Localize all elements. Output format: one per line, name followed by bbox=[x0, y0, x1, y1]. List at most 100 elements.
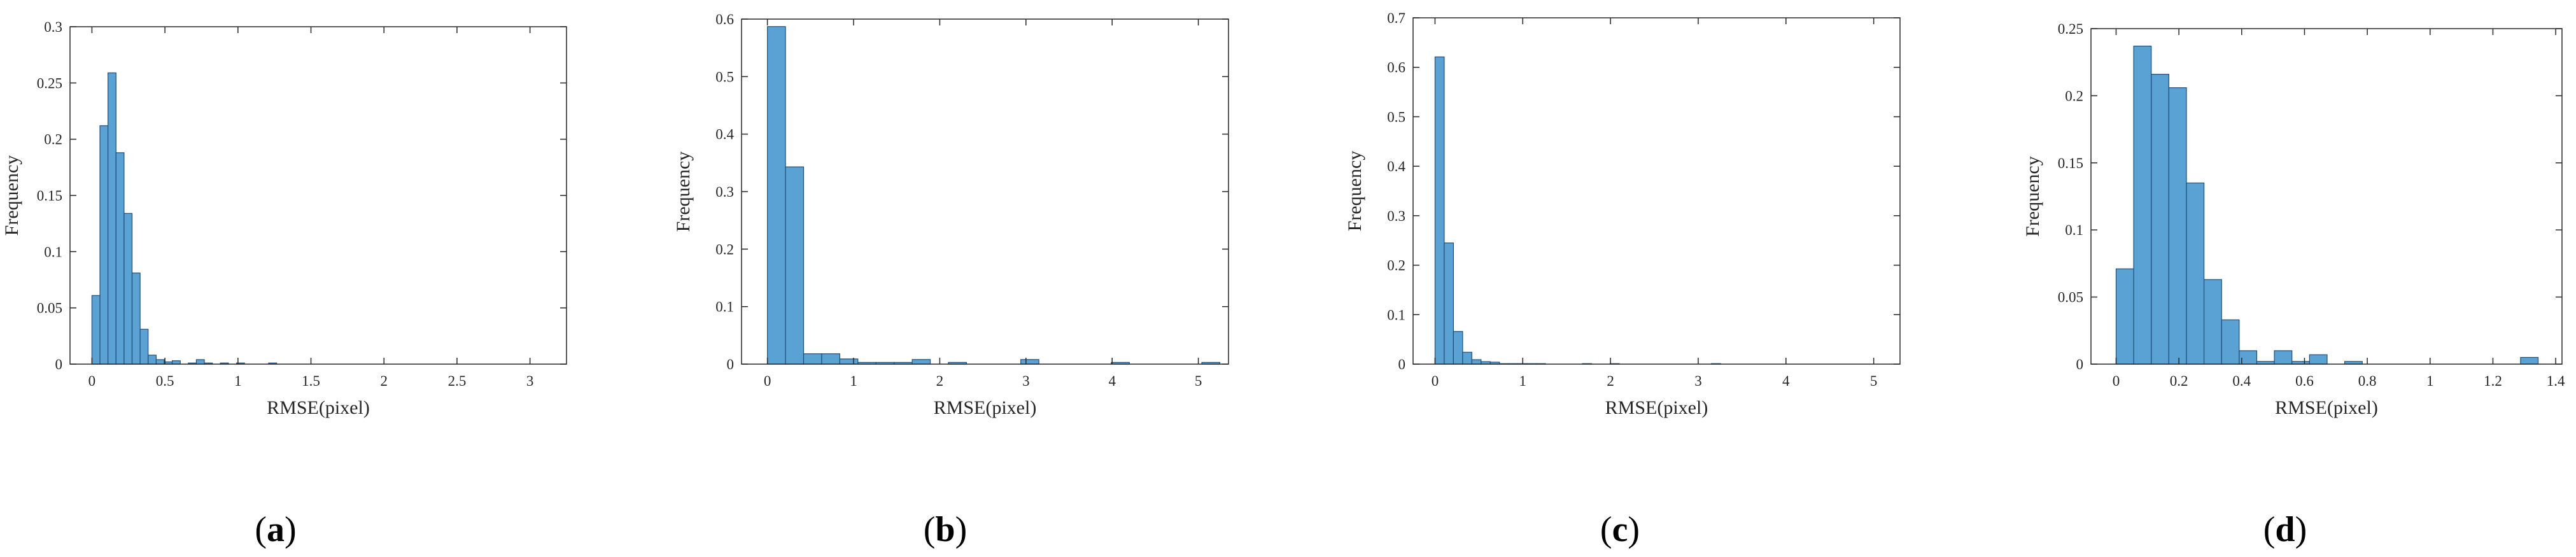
y-tick-label: 0.1 bbox=[44, 244, 62, 260]
y-tick-label: 0 bbox=[1398, 356, 1406, 372]
histogram-bar bbox=[148, 355, 157, 365]
x-tick-label: 3 bbox=[526, 373, 534, 389]
panel-label-open-paren: ( bbox=[255, 510, 267, 549]
x-tick-label: 1.2 bbox=[2484, 373, 2502, 389]
x-tick-label: 1 bbox=[1519, 373, 1527, 389]
y-tick-label: 0 bbox=[2076, 356, 2084, 372]
x-tick-label: 1.5 bbox=[302, 373, 320, 389]
panel-b: 0 1 2 3 4 5 0 0.1 0.2 0.3 0.4 0.5 0.6 RMSE(pixel) Freq… bbox=[673, 11, 1229, 549]
y-tick-label: 0.2 bbox=[44, 132, 62, 148]
x-axis-label: RMSE(pixel) bbox=[934, 397, 1037, 418]
histogram-bar bbox=[2133, 45, 2152, 365]
x-axis-label: RMSE(pixel) bbox=[1605, 397, 1708, 418]
x-tick-label: 3 bbox=[1022, 373, 1030, 389]
y-tick-label: 0.2 bbox=[1387, 258, 1405, 274]
x-tick-label: 1 bbox=[850, 373, 857, 389]
x-tick-label: 0 bbox=[764, 373, 771, 389]
y-tick-label: 0.25 bbox=[37, 75, 62, 91]
x-tick-label: 4 bbox=[1782, 373, 1790, 389]
y-axis-label: Frequency bbox=[673, 152, 694, 232]
y-tick-label: 0.5 bbox=[715, 69, 734, 85]
histogram-bar bbox=[1434, 56, 1445, 365]
y-tick-label: 0 bbox=[727, 356, 735, 372]
y-axis-label: Frequency bbox=[1, 155, 22, 236]
histogram-bar bbox=[2221, 319, 2240, 365]
histogram-bar bbox=[821, 353, 840, 365]
histogram-bar bbox=[108, 72, 116, 365]
x-tick-label: 3 bbox=[1694, 373, 1702, 389]
histogram-bar bbox=[155, 359, 165, 365]
x-axis-ticks: 0 0.2 0.4 0.6 0.8 1 1.2 1.4 bbox=[2113, 29, 2565, 389]
histogram-bars bbox=[767, 26, 1221, 365]
y-axis-ticks: 0 0.05 0.1 0.15 0.2 0.25 bbox=[2058, 21, 2562, 372]
y-axis-ticks: 0 0.05 0.1 0.15 0.2 0.25 0.3 bbox=[37, 19, 567, 372]
y-tick-label: 0.15 bbox=[37, 188, 62, 204]
y-tick-label: 0.3 bbox=[44, 19, 62, 35]
x-tick-label: 2 bbox=[380, 373, 388, 389]
panel-label: (b) bbox=[924, 510, 967, 549]
panel-label-close-paren: ) bbox=[1628, 510, 1640, 549]
y-tick-label: 0 bbox=[55, 356, 63, 372]
panel-label: (d) bbox=[2263, 510, 2307, 549]
histogram-bars bbox=[1434, 56, 1721, 365]
panel-label-open-paren: ( bbox=[924, 510, 936, 549]
histogram-bar bbox=[195, 359, 205, 365]
x-axis-label: RMSE(pixel) bbox=[267, 397, 370, 418]
histogram-bar bbox=[2151, 74, 2169, 365]
histogram-bar bbox=[1453, 331, 1463, 365]
y-tick-label: 0.4 bbox=[715, 127, 734, 143]
histogram-bar bbox=[171, 360, 181, 365]
histogram-bar bbox=[99, 125, 109, 365]
panel-label-open-paren: ( bbox=[1600, 510, 1612, 549]
panel-label-letter: d bbox=[2275, 510, 2295, 549]
y-axis-ticks: 0 0.1 0.2 0.3 0.4 0.5 0.6 bbox=[715, 11, 1228, 372]
panel-label-letter: a bbox=[267, 510, 285, 549]
histogram-bars bbox=[2115, 45, 2539, 365]
x-tick-label: 0.8 bbox=[2358, 373, 2377, 389]
y-tick-label: 0.25 bbox=[2058, 21, 2083, 37]
axes-box bbox=[69, 26, 567, 365]
x-tick-label: 0 bbox=[1432, 373, 1439, 389]
x-tick-label: 2 bbox=[936, 373, 944, 389]
y-axis-label: Frequency bbox=[2022, 156, 2043, 237]
x-tick-label: 0.5 bbox=[156, 373, 174, 389]
histogram-bar bbox=[1020, 359, 1039, 365]
histogram-bar bbox=[2186, 182, 2205, 365]
y-tick-label: 0.6 bbox=[715, 11, 734, 27]
panel-label: (a) bbox=[255, 510, 296, 549]
y-tick-label: 0.05 bbox=[37, 300, 62, 316]
x-tick-label: 0 bbox=[2113, 373, 2120, 389]
x-tick-label: 0.2 bbox=[2170, 373, 2188, 389]
y-tick-label: 0.6 bbox=[1387, 60, 1405, 76]
histogram-bar bbox=[803, 353, 822, 365]
panel-d: 0 0.2 0.4 0.6 0.8 1 1.2 1.4 0 0.05 0.1 0.15 0.2 0.25 R… bbox=[2022, 21, 2565, 549]
y-tick-label: 0.2 bbox=[2065, 88, 2083, 104]
histogram-bar bbox=[2309, 354, 2328, 365]
y-axis-ticks: 0 0.1 0.2 0.3 0.4 0.5 0.6 0.7 bbox=[1387, 10, 1900, 372]
panel-label-close-paren: ) bbox=[2295, 510, 2307, 549]
histogram-bar bbox=[911, 359, 931, 365]
histogram-bar bbox=[785, 166, 805, 365]
y-tick-label: 0.7 bbox=[1387, 10, 1405, 26]
histogram-bar bbox=[767, 26, 786, 365]
axes-box bbox=[741, 18, 1229, 365]
histogram-bars bbox=[91, 72, 278, 365]
x-tick-label: 5 bbox=[1870, 373, 1878, 389]
y-tick-label: 0.2 bbox=[715, 241, 734, 257]
panel-a: 0 0.5 1 1.5 2 2.5 3 0 0.05 0.1 0.15 0.2 0.25 0.3 RMSE(… bbox=[1, 19, 567, 549]
x-tick-label: 0 bbox=[88, 373, 96, 389]
y-tick-label: 0.3 bbox=[715, 184, 734, 200]
y-tick-label: 0.5 bbox=[1387, 109, 1405, 125]
panel-label-letter: c bbox=[1612, 510, 1628, 549]
panel-label-open-paren: ( bbox=[2263, 510, 2276, 549]
x-tick-label: 1 bbox=[234, 373, 242, 389]
axes-box bbox=[1412, 17, 1901, 365]
x-tick-label: 1 bbox=[2426, 373, 2434, 389]
y-axis-label: Frequency bbox=[1344, 151, 1365, 232]
x-tick-label: 0.4 bbox=[2232, 373, 2251, 389]
histogram-bar bbox=[2520, 356, 2539, 365]
histogram-bar bbox=[839, 358, 859, 365]
x-axis-ticks: 0 1 2 3 4 5 bbox=[1432, 18, 1878, 389]
panel-label-close-paren: ) bbox=[955, 510, 968, 549]
axes-box bbox=[2090, 28, 2563, 365]
